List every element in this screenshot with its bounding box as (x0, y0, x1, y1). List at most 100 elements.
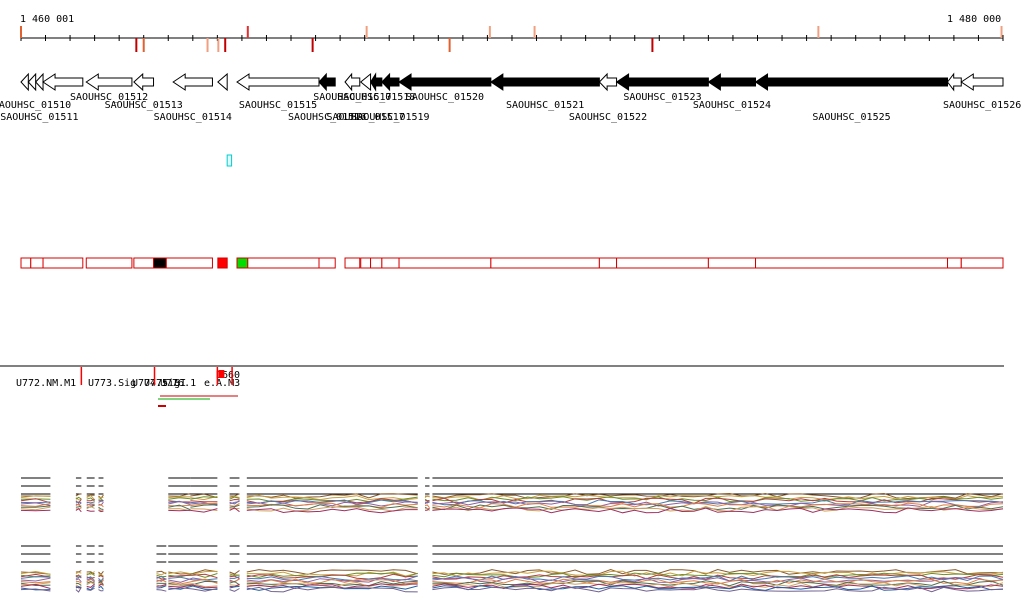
expression-line (86, 505, 95, 510)
annotation-label[interactable]: U772.NM.M1 (16, 378, 76, 389)
feature-box[interactable] (42, 257, 84, 269)
expression-line (21, 505, 51, 508)
gene-arrow[interactable] (946, 72, 962, 92)
feature-box[interactable] (707, 257, 757, 269)
expression-line (156, 585, 167, 589)
gene-arrow[interactable] (85, 73, 133, 91)
feature-box[interactable] (960, 257, 1004, 269)
expression-line (168, 573, 218, 579)
expression-line (98, 508, 104, 512)
expression-line (432, 575, 1004, 582)
expression-line (20, 587, 51, 591)
expression-line (246, 569, 418, 575)
expression-line (190, 508, 218, 513)
expression-line (246, 504, 418, 510)
annotation-label[interactable]: U776.1 (160, 378, 196, 389)
expression-line (168, 578, 218, 585)
feature-box[interactable] (360, 257, 372, 269)
feature-track[interactable] (20, 257, 1004, 269)
gene-arrow[interactable] (217, 72, 228, 92)
gene-arrow[interactable] (318, 72, 336, 92)
feature-box[interactable] (85, 257, 133, 269)
expression-line (20, 570, 51, 575)
annotation-label[interactable]: e.A.M3 (204, 378, 240, 389)
feature-box[interactable] (370, 257, 383, 269)
feature-box[interactable] (30, 257, 44, 269)
annotation-label[interactable]: U775.SI (144, 378, 186, 389)
feature-box[interactable] (133, 257, 155, 269)
expression-line (168, 504, 191, 507)
expression-line (86, 499, 95, 502)
gene-arrow[interactable] (236, 73, 320, 91)
gene-arrow[interactable] (344, 72, 361, 92)
gene-arrow[interactable] (35, 72, 44, 92)
annotation-label[interactable]: D660 (216, 370, 240, 381)
feature-box[interactable] (20, 257, 32, 269)
expression-line (432, 585, 1004, 591)
expression-line (156, 571, 167, 576)
gene-arrow[interactable] (369, 72, 383, 92)
gene-arrow[interactable] (20, 72, 29, 92)
gene-label: SAOUHSC_01515 (239, 100, 317, 111)
feature-box[interactable] (153, 257, 167, 269)
expression-line (246, 494, 418, 501)
gene-track[interactable]: SAOUHSC_01510SAOUHSC_01511SAOUHSC_01512S… (0, 72, 1021, 123)
gene-arrow[interactable] (381, 72, 400, 92)
feature-box[interactable] (236, 257, 249, 269)
feature-box[interactable] (381, 257, 400, 269)
expression-line (156, 578, 167, 582)
feature-box[interactable] (398, 257, 492, 269)
feature-box[interactable] (616, 257, 709, 269)
expression-line (20, 588, 51, 592)
gene-arrow[interactable] (707, 73, 757, 91)
feature-box[interactable] (598, 257, 618, 269)
feature-box[interactable] (755, 257, 949, 269)
gene-arrow[interactable] (754, 73, 949, 91)
gene-arrow[interactable] (42, 73, 84, 91)
annotation-label[interactable]: U774.sig (132, 378, 180, 389)
expression-line (190, 493, 218, 498)
expression-line (432, 576, 1004, 583)
expression-line (98, 575, 104, 578)
gene-arrow[interactable] (960, 73, 1004, 91)
expression-line (20, 582, 51, 587)
expression-line (424, 501, 430, 505)
expression-line (98, 583, 104, 587)
expression-line (156, 579, 167, 583)
feature-box[interactable] (217, 257, 228, 269)
expression-line (86, 587, 95, 591)
annotation-label[interactable]: U773.Sig (88, 378, 136, 389)
expression-line (432, 507, 1004, 514)
expression-line (425, 507, 430, 511)
gene-arrow[interactable] (489, 73, 600, 91)
gene-arrow[interactable] (27, 72, 37, 92)
gene-arrow[interactable] (172, 73, 213, 91)
gene-arrow[interactable] (598, 72, 618, 92)
gene-arrow[interactable] (615, 73, 709, 91)
gene-arrow[interactable] (398, 73, 492, 91)
expression-line (98, 503, 104, 508)
expression-line (168, 504, 191, 511)
feature-box[interactable] (490, 257, 600, 269)
expression-line (20, 577, 51, 582)
feature-box[interactable] (947, 257, 962, 269)
expression-line (246, 580, 418, 587)
feature-box[interactable] (165, 257, 213, 269)
gene-label: SAOUHSC_01524 (693, 100, 771, 111)
expression-line (20, 503, 51, 507)
expression-line (86, 578, 95, 583)
feature-box[interactable] (318, 257, 336, 269)
gene-arrow[interactable] (359, 72, 372, 92)
expression-line (20, 581, 51, 584)
gene-arrow[interactable] (133, 72, 155, 92)
expression-line (424, 495, 430, 498)
expression-line (246, 583, 418, 590)
expression-line (98, 506, 104, 510)
expression-line (168, 496, 191, 499)
feature-box[interactable] (247, 257, 320, 269)
feature-box[interactable] (344, 257, 361, 269)
gene-label: SAOUHSC_01518 (337, 92, 415, 103)
expression-line (229, 580, 240, 586)
